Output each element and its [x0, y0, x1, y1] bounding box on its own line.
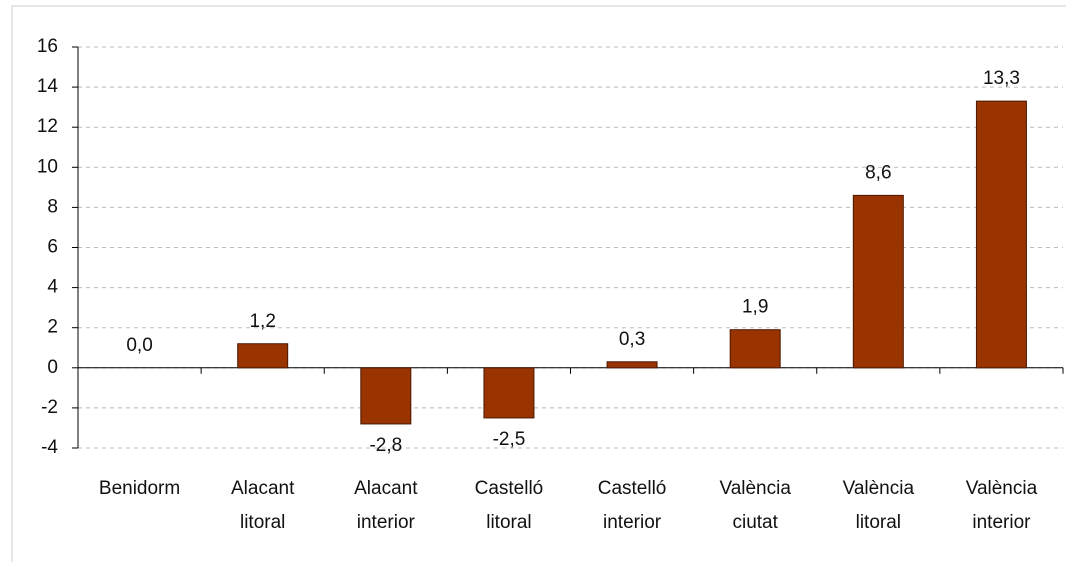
bar [852, 194, 904, 369]
value-label: 0,0 [126, 335, 152, 356]
value-label: 1,2 [249, 311, 275, 332]
y-tick-label: 14 [37, 76, 59, 97]
y-tick-label: 2 [47, 317, 58, 338]
bar [606, 361, 658, 369]
value-label: -2,8 [369, 435, 402, 456]
x-tick-label: Castelló litoral [475, 478, 544, 533]
bar [975, 100, 1027, 369]
x-tick-label: València litoral [843, 478, 915, 533]
y-tick-label: 16 [37, 36, 58, 57]
value-label: 8,6 [865, 162, 891, 183]
bar [729, 329, 781, 369]
y-tick-label: 12 [37, 116, 58, 137]
chart-frame [11, 5, 1066, 562]
x-tick-label: València ciutat [719, 478, 791, 533]
value-label: 1,9 [742, 297, 768, 318]
y-tick-label: 6 [47, 237, 58, 258]
x-tick-label: Castelló interior [598, 478, 667, 533]
bar [483, 367, 535, 419]
x-tick-label: Benidorm [99, 478, 180, 499]
value-label: -2,5 [493, 429, 526, 450]
x-tick-label: Alacant litoral [231, 478, 295, 533]
y-tick-label: 8 [47, 196, 58, 217]
x-tick-label: València interior [966, 478, 1038, 533]
bar [360, 367, 412, 425]
bar [237, 343, 289, 369]
y-tick-label: 0 [47, 357, 58, 378]
y-tick-label: 10 [37, 156, 58, 177]
x-tick-label: Alacant interior [354, 478, 418, 533]
y-tick-label: 4 [47, 277, 58, 298]
value-label: 0,3 [619, 329, 645, 350]
y-tick-label: -4 [41, 437, 58, 458]
y-tick-label: -2 [41, 397, 58, 418]
value-label: 13,3 [983, 68, 1020, 89]
